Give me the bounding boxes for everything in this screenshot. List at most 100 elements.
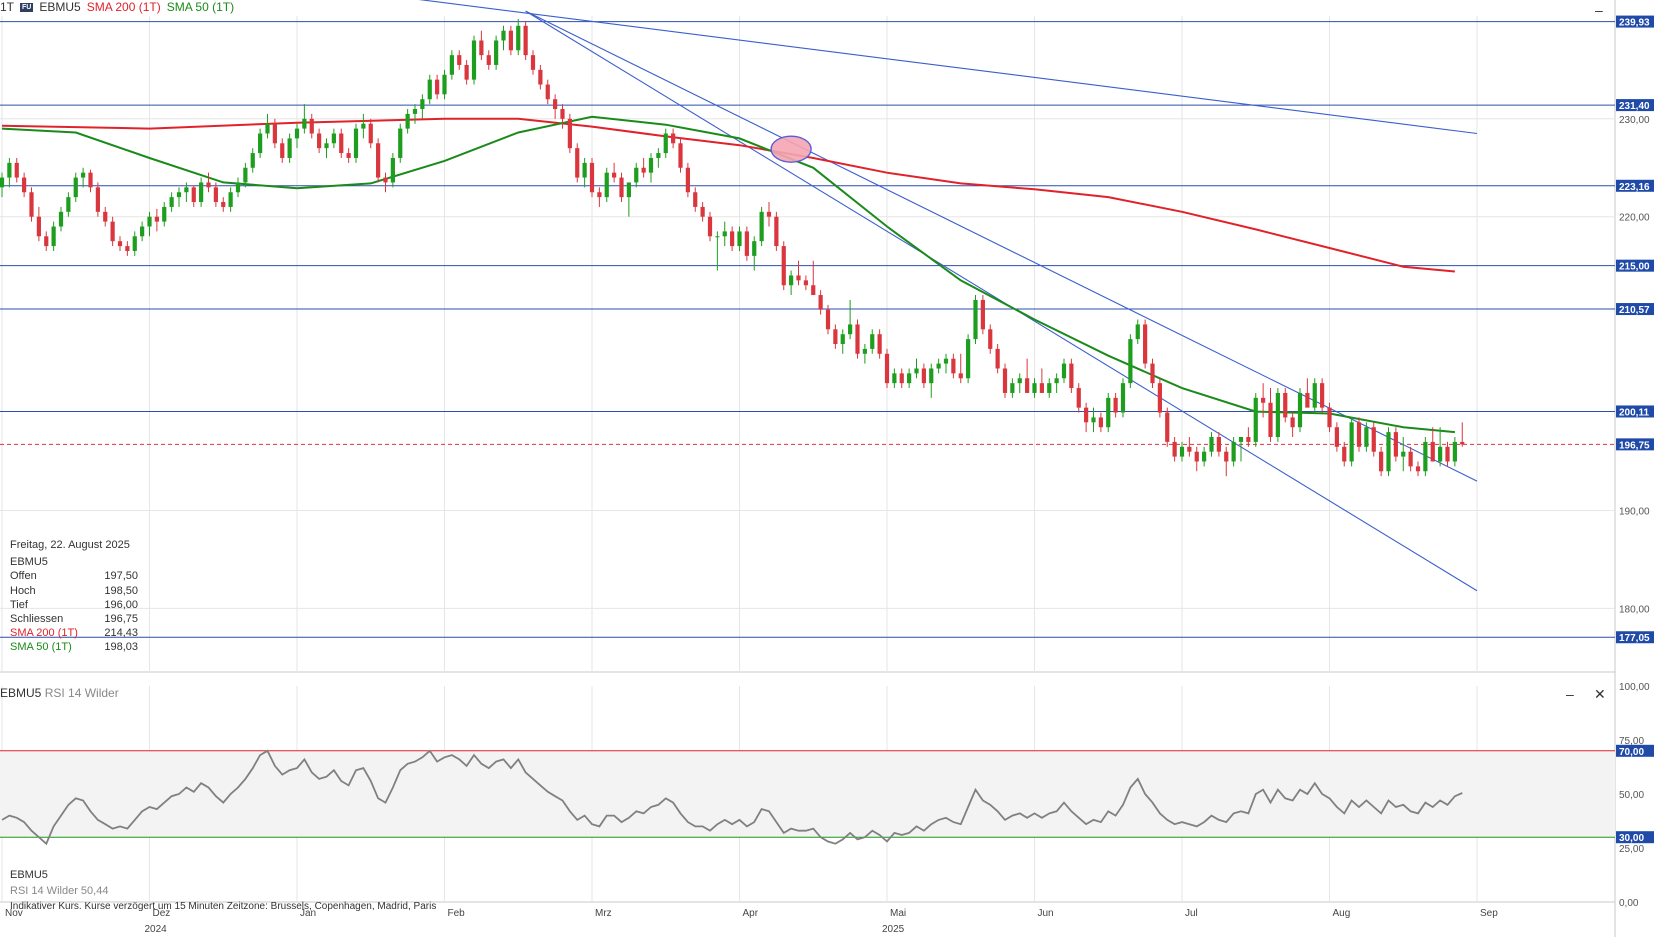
candle-body xyxy=(1356,422,1362,447)
candle-body xyxy=(877,334,882,354)
candle-body xyxy=(213,187,218,203)
rsi-neutral-band xyxy=(0,750,1615,838)
candle-body xyxy=(685,167,690,193)
candle-body xyxy=(140,226,145,237)
candle-body xyxy=(907,373,912,384)
rsi-level-label: 70,00 xyxy=(1619,747,1644,758)
candle-body xyxy=(597,192,602,198)
level-label: 231,40 xyxy=(1619,101,1650,112)
candle-body xyxy=(457,55,462,65)
candle-body xyxy=(936,363,941,369)
candle-body xyxy=(988,329,993,349)
candle-body xyxy=(973,299,978,340)
candle-body xyxy=(1069,363,1074,389)
candle-body xyxy=(766,211,772,217)
candle-body xyxy=(132,236,137,251)
candle-body xyxy=(412,109,418,114)
candle-body xyxy=(1379,451,1384,472)
candle-body xyxy=(103,211,108,222)
chart-header: 1T FU EBMU5 SMA 200 (1T) SMA 50 (1T) xyxy=(0,0,234,14)
sma50-legend[interactable]: SMA 50 (1T) xyxy=(166,0,235,14)
sma50-line xyxy=(1,115,1455,434)
candle-body xyxy=(1128,339,1133,384)
candle-body xyxy=(1408,451,1413,467)
price-tick-label: 180,00 xyxy=(1619,604,1650,615)
rsi-info-symbol: EBMU5 xyxy=(10,869,48,881)
candle-body xyxy=(1290,417,1295,428)
rsi-tick-label: 100,00 xyxy=(1619,682,1650,693)
candle-body xyxy=(258,133,263,154)
candle-body xyxy=(162,206,167,222)
candle-body xyxy=(1150,363,1155,384)
candle-body xyxy=(1275,392,1280,438)
candle-body xyxy=(265,123,270,134)
candle-body xyxy=(1312,383,1317,408)
info-symbol: EBMU5 xyxy=(10,556,48,569)
rsi-tick-label: 0,00 xyxy=(1619,898,1639,909)
level-label: 223,16 xyxy=(1619,182,1650,193)
rsi-header: EBMU5 RSI 14 Wilder xyxy=(0,686,119,700)
candle-body xyxy=(287,138,292,158)
candle-body xyxy=(272,123,277,144)
rsi-level-label-box xyxy=(1616,831,1654,844)
crossover-ellipse[interactable] xyxy=(770,135,812,163)
candle-body xyxy=(567,118,572,149)
candle-body xyxy=(1246,437,1251,442)
candle-body xyxy=(0,177,5,188)
rsi-info-value: RSI 14 Wilder 50,44 xyxy=(10,885,109,897)
rsi-title[interactable]: RSI 14 Wilder xyxy=(44,686,119,700)
info-row-high: Hoch 198,50 xyxy=(10,584,138,597)
candle-body xyxy=(1202,451,1207,462)
sma200-legend[interactable]: SMA 200 (1T) xyxy=(86,0,161,14)
trendline xyxy=(418,0,1478,135)
candle-body xyxy=(1002,368,1008,393)
level-label-box xyxy=(1616,15,1654,28)
candle-body xyxy=(752,241,757,256)
horizontal-levels xyxy=(0,21,1615,638)
candle-body xyxy=(117,241,123,247)
candle-body xyxy=(759,211,764,242)
candle-body xyxy=(184,187,189,193)
candle-body xyxy=(250,153,255,168)
rsi-close-icon[interactable]: ✕ xyxy=(1594,686,1606,702)
candle-body xyxy=(346,153,351,158)
candle-body xyxy=(648,157,654,173)
candle-body xyxy=(966,339,971,379)
candle-body xyxy=(1039,383,1044,393)
candle-body xyxy=(1187,446,1192,452)
candle-body xyxy=(1283,392,1288,418)
info-date: Freitag, 22. August 2025 xyxy=(10,539,130,551)
candle-body xyxy=(1120,383,1126,413)
candle-body xyxy=(663,133,668,154)
month-label: Jan xyxy=(300,908,316,919)
candle-body xyxy=(943,358,949,364)
candle-body xyxy=(317,133,322,149)
month-label: Sep xyxy=(1480,908,1498,919)
candle-body xyxy=(1342,446,1347,462)
candle-body xyxy=(398,128,403,158)
rsi-symbol: EBMU5 xyxy=(0,686,42,700)
month-label: Jul xyxy=(1185,908,1198,919)
minimize-icon[interactable]: – xyxy=(1595,2,1603,18)
candle-body xyxy=(376,143,381,178)
candle-body xyxy=(619,177,624,198)
level-label-box xyxy=(1616,303,1654,316)
candle-body xyxy=(125,246,130,251)
interval-label[interactable]: 1T xyxy=(0,0,15,14)
price-tick-label: 230,00 xyxy=(1619,115,1650,126)
candle-body xyxy=(280,143,285,158)
candle-body xyxy=(530,55,536,70)
symbol-label[interactable]: EBMU5 xyxy=(39,0,81,14)
candle-body xyxy=(523,25,528,56)
candle-body xyxy=(707,216,713,237)
crossover-marker[interactable] xyxy=(770,135,812,163)
candle-body xyxy=(88,172,93,188)
candle-body xyxy=(641,167,646,173)
candle-body xyxy=(634,167,639,183)
month-label: Nov xyxy=(5,908,23,919)
rsi-minimize-icon[interactable]: – xyxy=(1566,686,1574,702)
candle-body xyxy=(14,162,19,178)
candle-body xyxy=(302,118,307,129)
level-label: 215,00 xyxy=(1619,262,1650,273)
